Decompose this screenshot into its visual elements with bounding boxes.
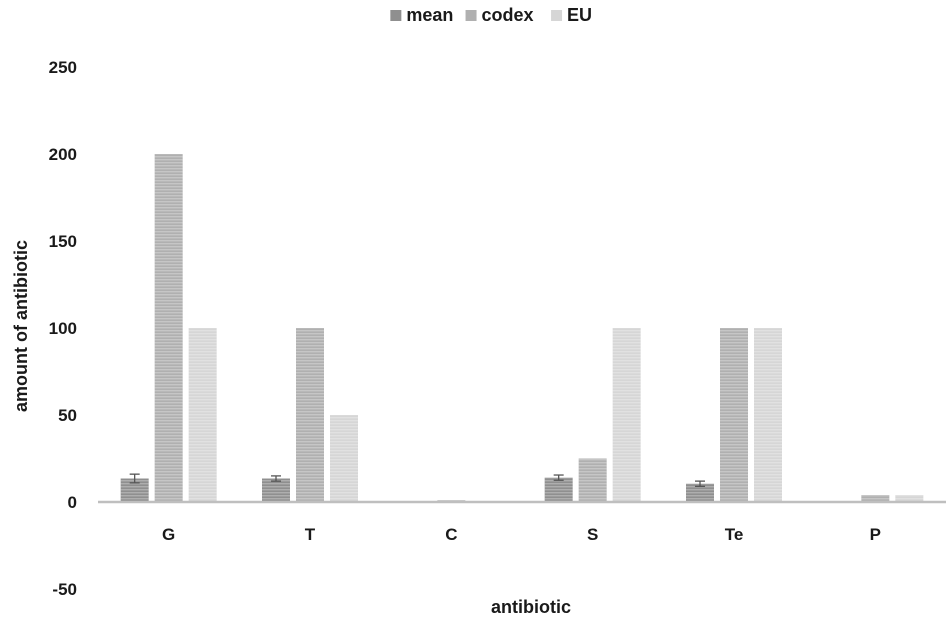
- bar-texture: [544, 477, 573, 502]
- bar-texture: [296, 328, 324, 502]
- bars: [120, 154, 924, 503]
- bar-texture: [895, 495, 924, 502]
- x-tick-label: P: [870, 525, 881, 544]
- x-tick-label: C: [445, 525, 457, 544]
- y-axis-ticks: 250 200 150 100 50 0 -50: [49, 58, 77, 599]
- x-tick-label: S: [587, 525, 598, 544]
- y-axis-title: amount of antibiotic: [11, 240, 31, 412]
- y-tick-label: 250: [49, 58, 77, 77]
- bar-texture: [154, 154, 183, 502]
- y-tick-label: 50: [58, 406, 77, 425]
- error-bars: [129, 473, 705, 487]
- x-tick-label: Te: [725, 525, 744, 544]
- legend-label-EU: EU: [567, 5, 592, 25]
- bar-texture: [754, 328, 782, 502]
- legend-swatch-EU: [551, 10, 563, 21]
- bar-texture: [188, 328, 217, 502]
- y-tick-label: -50: [52, 580, 77, 599]
- bar-texture: [686, 483, 714, 502]
- bar-texture: [578, 458, 607, 502]
- legend-label-mean: mean: [406, 5, 453, 25]
- legend-label-codex: codex: [482, 5, 534, 25]
- bar-texture: [612, 328, 641, 502]
- x-axis-title: antibiotic: [491, 597, 571, 617]
- bar-texture: [262, 478, 290, 502]
- x-tick-label: G: [162, 525, 175, 544]
- y-tick-label: 100: [49, 319, 77, 338]
- bar-texture: [720, 328, 748, 502]
- legend-swatch-mean: [390, 10, 402, 21]
- y-tick-label: 150: [49, 232, 77, 251]
- bar-texture: [861, 495, 890, 502]
- legend-swatch-codex: [465, 10, 477, 21]
- legend: mean codex EU: [390, 5, 592, 25]
- y-tick-label: 200: [49, 145, 77, 164]
- x-axis-ticks: G T C S Te P: [162, 525, 881, 544]
- x-tick-label: T: [305, 525, 316, 544]
- bar-texture: [120, 478, 149, 502]
- y-tick-label: 0: [68, 493, 77, 512]
- bar-texture: [330, 415, 358, 502]
